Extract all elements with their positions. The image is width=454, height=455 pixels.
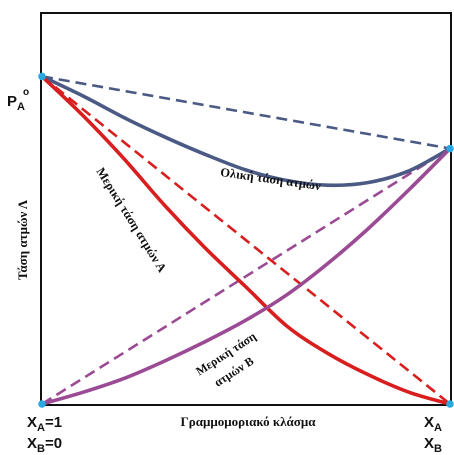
y-marker-label: PAo <box>7 87 29 113</box>
x-axis-label: Γραμμομοριακό κλάσμα <box>181 414 317 429</box>
end-point <box>446 400 454 408</box>
x-left-label-a: XA=1 <box>27 414 62 434</box>
series-partial_A-solid <box>40 74 452 406</box>
y-axis-label: Τάση ατμών Λ <box>15 199 30 280</box>
series-partial_B-solid <box>40 146 452 406</box>
end-point <box>38 72 46 81</box>
annotation-total: Ολική τάση ατμών <box>219 165 322 193</box>
series-partial_B-dashed <box>41 147 451 406</box>
end-points <box>38 72 454 408</box>
x-left-label-b: XB=0 <box>27 435 62 455</box>
series-lines <box>40 74 452 406</box>
series-total-dashed <box>41 75 451 150</box>
end-point <box>446 144 454 153</box>
x-right-label-b: XB <box>424 435 442 455</box>
x-right-label-a: XA <box>424 414 442 434</box>
plot-frame <box>40 12 452 406</box>
end-point <box>38 400 46 408</box>
series-total-solid <box>40 74 452 188</box>
series-partial_A-dashed <box>41 75 451 406</box>
annotation-partial-a: Μερική τάση ατμών Α <box>93 165 169 275</box>
